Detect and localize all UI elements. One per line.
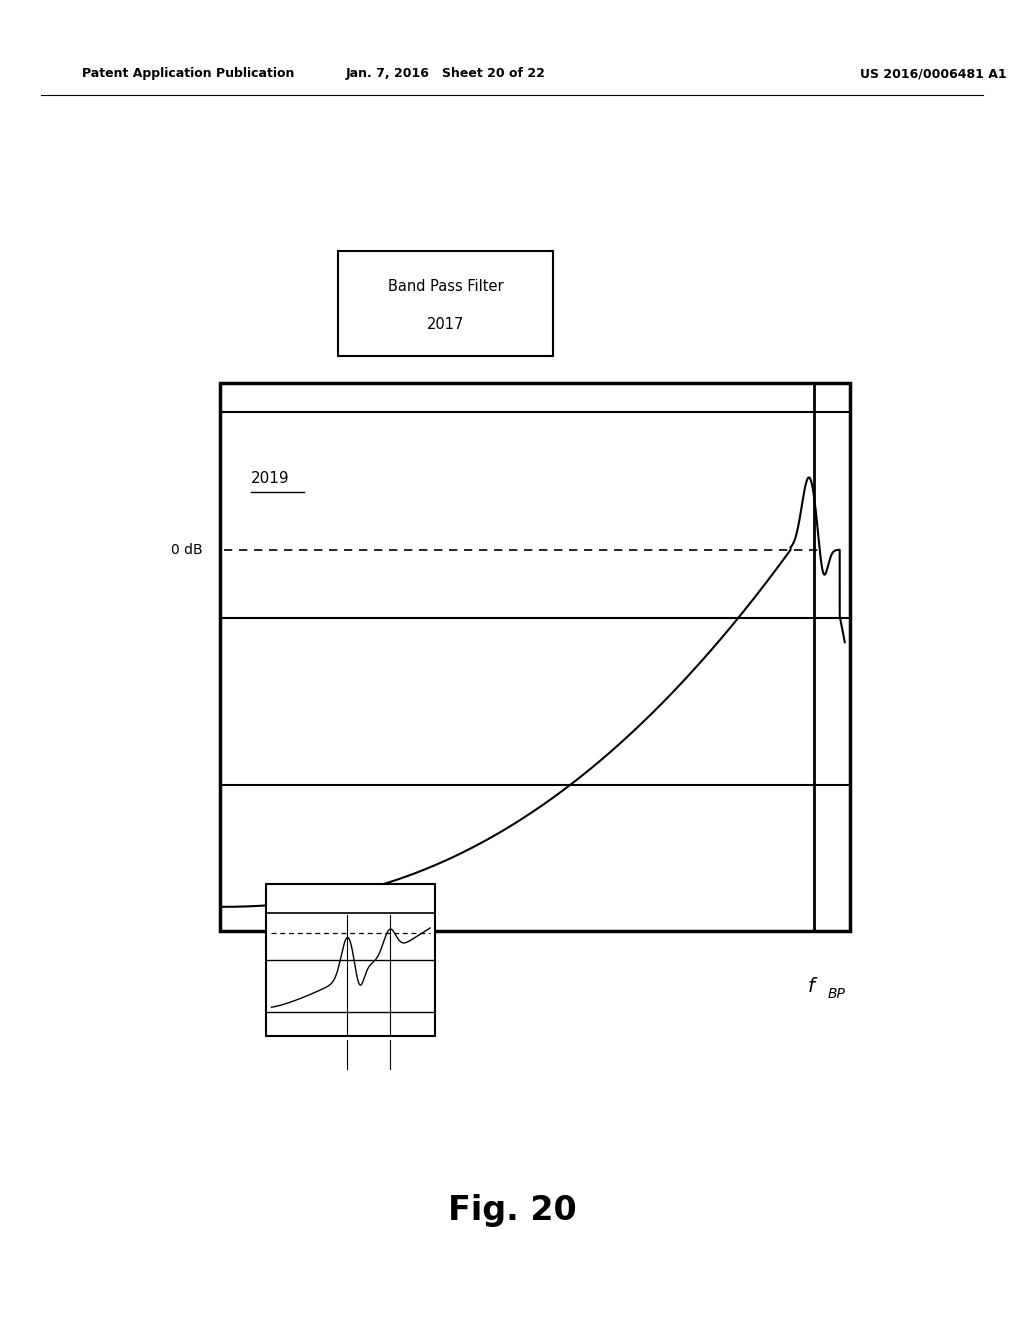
Bar xyxy=(220,383,850,931)
Text: BP: BP xyxy=(827,987,846,1001)
Text: US 2016/0006481 A1: US 2016/0006481 A1 xyxy=(860,67,1007,81)
Bar xyxy=(266,884,435,1036)
Text: 2021: 2021 xyxy=(279,892,310,906)
Text: Patent Application Publication: Patent Application Publication xyxy=(82,67,294,81)
Text: 2017: 2017 xyxy=(427,317,464,333)
Text: Jan. 7, 2016   Sheet 20 of 22: Jan. 7, 2016 Sheet 20 of 22 xyxy=(345,67,546,81)
Text: 0 dB: 0 dB xyxy=(171,543,203,557)
Text: 2019: 2019 xyxy=(251,471,290,486)
Text: $f$: $f$ xyxy=(807,977,819,995)
Text: Band Pass Filter: Band Pass Filter xyxy=(388,280,503,294)
Bar xyxy=(338,251,553,356)
Text: Fig. 20: Fig. 20 xyxy=(447,1193,577,1228)
